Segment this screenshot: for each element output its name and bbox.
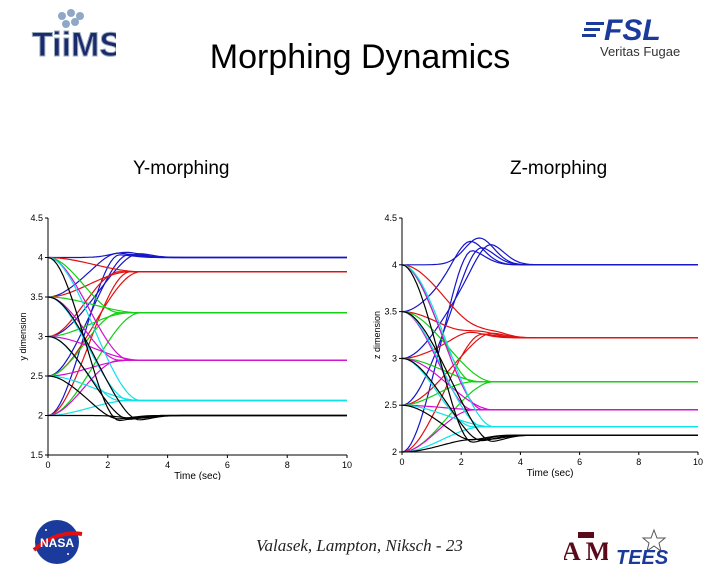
x-tick-label: 4 [165, 460, 170, 470]
series-line-black [401, 264, 698, 443]
y-tick-label: 2.5 [384, 400, 397, 410]
fsl-logo: FSL Veritas Fugae [582, 14, 680, 59]
tees-logo-text: TEES [616, 547, 669, 568]
slide-footer: Valasek, Lampton, Niksch - 23 [256, 536, 463, 555]
series-line-green [47, 256, 347, 314]
y-tick-label: 4 [38, 253, 43, 263]
x-axis-label: Time (sec) [527, 468, 574, 479]
y-tick-label: 3.5 [30, 292, 43, 302]
y-tick-label: 1.5 [30, 450, 43, 460]
x-tick-label: 0 [399, 457, 404, 467]
y-tick-label: 2.5 [30, 371, 43, 381]
texas-am-logo-text: A M [564, 537, 608, 566]
series-line-red [47, 271, 347, 417]
series-line-black [47, 256, 347, 422]
series-line-blue [401, 240, 698, 313]
series-line-green [401, 381, 698, 453]
fsl-logo-motto: Veritas Fugae [600, 44, 680, 59]
x-tick-label: 8 [636, 457, 641, 467]
series-line-cyan [401, 264, 698, 428]
x-tick-label: 8 [285, 460, 290, 470]
tees-logo: TEES [616, 528, 669, 568]
fsl-logo-mark: FSL [604, 14, 661, 47]
x-axis-label: Time (sec) [174, 471, 221, 480]
series-line-cyan [401, 357, 698, 428]
x-tick-label: 6 [225, 460, 230, 470]
series-line-red [401, 264, 698, 339]
y-tick-label: 3 [392, 353, 397, 363]
series-line-blue [401, 250, 698, 453]
y-tick-label: 4.5 [384, 213, 397, 223]
y-tick-label: 4 [392, 260, 397, 270]
chart-title-y-morphing: Y-morphing [133, 158, 230, 179]
series-line-red [48, 256, 347, 273]
series-line-blue [48, 251, 347, 259]
y-axis-label: y dimension [18, 312, 28, 360]
y-tick-label: 3.5 [384, 307, 397, 317]
x-tick-label: 0 [45, 460, 50, 470]
x-tick-label: 2 [105, 460, 110, 470]
y-morphing-chart: 1.5 2 2.5 3 3.5 4 4.5 0 2 4 6 8 10 Time (sec) y dimens… [18, 213, 352, 480]
series-line-magenta [401, 409, 698, 453]
y-tick-label: 3 [38, 332, 43, 342]
series-line-cyan [47, 256, 347, 402]
series-line-magenta [47, 256, 347, 361]
series-line-cyan [47, 399, 347, 417]
series-line-red [401, 333, 698, 453]
tiims-logo-text: TiiMS [32, 26, 116, 62]
y-axis-label: z dimension [372, 311, 382, 359]
texas-am-logo: A M [564, 532, 608, 566]
slide-title: Morphing Dynamics [209, 38, 511, 76]
x-tick-label: 10 [693, 457, 703, 467]
x-tick-label: 4 [518, 457, 523, 467]
x-tick-label: 10 [342, 460, 352, 470]
chart-title-z-morphing: Z-morphing [510, 158, 608, 179]
y-tick-label: 2 [392, 447, 397, 457]
series-line-magenta [401, 264, 698, 411]
y-tick-label: 4.5 [30, 213, 43, 223]
series-line-blue [47, 252, 347, 298]
series-line-blue [402, 237, 698, 266]
y-tick-label: 2 [38, 411, 43, 421]
x-tick-label: 6 [577, 457, 582, 467]
x-tick-label: 2 [459, 457, 464, 467]
nasa-logo: NASA [32, 520, 83, 564]
series-line-cyan [401, 426, 698, 453]
nasa-logo-text: NASA [40, 536, 74, 550]
tiims-logo: TiiMS [32, 9, 116, 62]
